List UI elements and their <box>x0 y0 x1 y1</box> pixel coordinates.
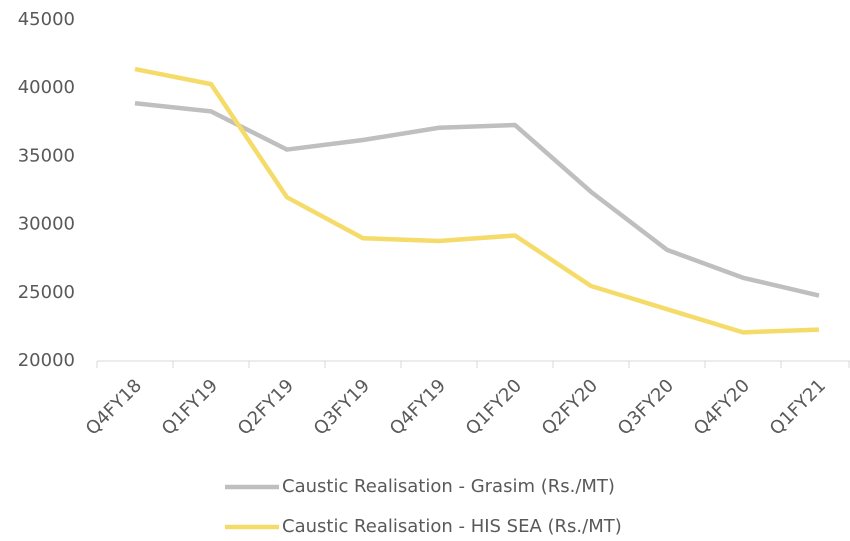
x-tick-label: Q2FY20 <box>538 375 602 439</box>
legend-label: Caustic Realisation - Grasim (Rs./MT) <box>282 476 615 497</box>
x-tick-label: Q4FY18 <box>82 375 146 439</box>
x-tick-label: Q3FY20 <box>614 375 678 439</box>
y-tick-label: 40000 <box>18 77 75 98</box>
y-tick-label: 30000 <box>18 214 75 235</box>
y-tick-label: 35000 <box>18 145 75 166</box>
x-tick-label: Q2FY19 <box>234 375 298 439</box>
legend-label: Caustic Realisation - HIS SEA (Rs./MT) <box>282 516 622 537</box>
x-tick-label: Q4FY20 <box>690 375 754 439</box>
y-tick-label: 20000 <box>18 350 75 371</box>
x-tick-label: Q4FY19 <box>386 375 450 439</box>
y-tick-label: 25000 <box>18 282 75 303</box>
x-tick-label: Q1FY21 <box>766 375 830 439</box>
series-line <box>134 66 820 335</box>
series-line <box>134 100 820 298</box>
y-tick-label: 45000 <box>18 9 75 30</box>
x-tick-label: Q3FY19 <box>310 375 374 439</box>
x-tick-label: Q1FY20 <box>462 375 526 439</box>
x-tick-label: Q1FY19 <box>158 375 222 439</box>
